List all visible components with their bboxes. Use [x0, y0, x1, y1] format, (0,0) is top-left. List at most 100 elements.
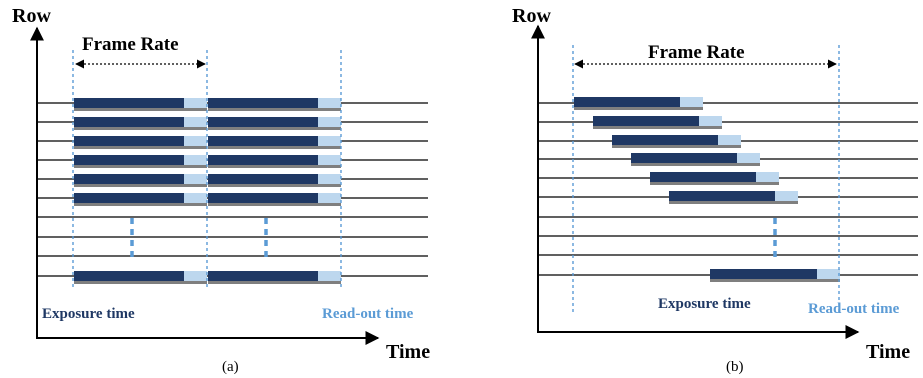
- readout-segment: [718, 135, 741, 145]
- exposure-segment: [593, 116, 699, 126]
- exposure-bar: [74, 271, 207, 284]
- exposure-time-label: Exposure time: [658, 296, 751, 312]
- exposure-segment: [710, 269, 817, 279]
- exposure-segment: [74, 193, 184, 203]
- exposure-bar: [208, 174, 341, 187]
- exposure-bar: [208, 155, 341, 168]
- exposure-bar: [669, 191, 798, 204]
- readout-segment: [184, 174, 207, 184]
- bar-shadow: [593, 126, 722, 129]
- exposure-bar: [208, 98, 341, 111]
- readout-segment: [699, 116, 722, 126]
- exposure-segment: [208, 174, 318, 184]
- readout-segment: [318, 174, 341, 184]
- panel-caption: (a): [222, 359, 239, 375]
- bar-shadow: [650, 182, 779, 185]
- readout-segment: [184, 271, 207, 281]
- readout-time-label: Read-out time: [808, 301, 900, 317]
- exposure-bar: [74, 155, 207, 168]
- exposure-bars: [74, 98, 341, 284]
- exposure-bar: [74, 136, 207, 149]
- readout-segment: [775, 191, 798, 201]
- readout-segment: [318, 98, 341, 108]
- exposure-bar: [74, 193, 207, 206]
- x-axis-label: Time: [866, 341, 910, 363]
- readout-segment: [318, 117, 341, 127]
- bar-shadow: [208, 203, 341, 206]
- exposure-segment: [74, 117, 184, 127]
- bar-shadow: [710, 279, 840, 282]
- exposure-bar: [208, 271, 341, 284]
- panel-a: Row Time Frame Rate Exposure time Read-o…: [12, 5, 430, 375]
- readout-segment: [184, 98, 207, 108]
- bar-shadow: [574, 107, 703, 110]
- exposure-segment: [74, 155, 184, 165]
- readout-segment: [318, 193, 341, 203]
- exposure-bar: [574, 97, 703, 110]
- bar-shadow: [74, 146, 207, 149]
- bar-shadow: [612, 145, 741, 148]
- x-axis-label: Time: [386, 341, 430, 363]
- bar-shadow: [208, 108, 341, 111]
- exposure-segment: [208, 117, 318, 127]
- exposure-bar: [650, 172, 779, 185]
- readout-segment: [184, 117, 207, 127]
- bar-shadow: [208, 127, 341, 130]
- readout-segment: [817, 269, 840, 279]
- exposure-segment: [574, 97, 680, 107]
- exposure-segment: [612, 135, 718, 145]
- exposure-segment: [669, 191, 775, 201]
- readout-segment: [184, 155, 207, 165]
- exposure-segment: [74, 98, 184, 108]
- exposure-segment: [208, 155, 318, 165]
- bar-shadow: [631, 163, 760, 166]
- exposure-bar: [74, 117, 207, 130]
- exposure-segment: [208, 136, 318, 146]
- frame-rate-label: Frame Rate: [82, 34, 179, 55]
- bar-shadow: [669, 201, 798, 204]
- exposure-segment: [631, 153, 737, 163]
- readout-time-label: Read-out time: [322, 306, 414, 322]
- exposure-bar: [208, 117, 341, 130]
- exposure-bar: [208, 136, 341, 149]
- frame-guides: [72, 50, 342, 290]
- exposure-bar: [208, 193, 341, 206]
- bar-shadow: [208, 165, 341, 168]
- exposure-segment: [74, 174, 184, 184]
- bar-shadow: [208, 146, 341, 149]
- exposure-time-label: Exposure time: [42, 306, 135, 322]
- exposure-bar: [631, 153, 760, 166]
- exposure-segment: [74, 271, 184, 281]
- bar-shadow: [74, 108, 207, 111]
- bar-shadow: [74, 281, 207, 284]
- readout-segment: [318, 271, 341, 281]
- frame-guides: [572, 45, 840, 315]
- exposure-bar: [612, 135, 741, 148]
- frame-rate-label: Frame Rate: [648, 42, 745, 63]
- readout-segment: [318, 155, 341, 165]
- exposure-bar: [710, 269, 840, 282]
- readout-segment: [756, 172, 779, 182]
- bar-shadow: [74, 127, 207, 130]
- exposure-bar: [74, 174, 207, 187]
- bar-shadow: [208, 281, 341, 284]
- exposure-segment: [74, 136, 184, 146]
- exposure-segment: [208, 98, 318, 108]
- exposure-segment: [650, 172, 756, 182]
- exposure-segment: [208, 193, 318, 203]
- bar-shadow: [74, 203, 207, 206]
- y-axis-label: Row: [12, 5, 51, 27]
- exposure-bar: [593, 116, 722, 129]
- bar-shadow: [74, 184, 207, 187]
- readout-segment: [737, 153, 760, 163]
- exposure-bar: [74, 98, 207, 111]
- panel-caption: (b): [726, 359, 744, 375]
- exposure-segment: [208, 271, 318, 281]
- readout-segment: [680, 97, 703, 107]
- exposure-bars: [574, 97, 840, 282]
- readout-segment: [184, 193, 207, 203]
- readout-segment: [184, 136, 207, 146]
- panel-b: Row Time Frame Rate Exposure time Read-o…: [512, 5, 918, 375]
- readout-segment: [318, 136, 341, 146]
